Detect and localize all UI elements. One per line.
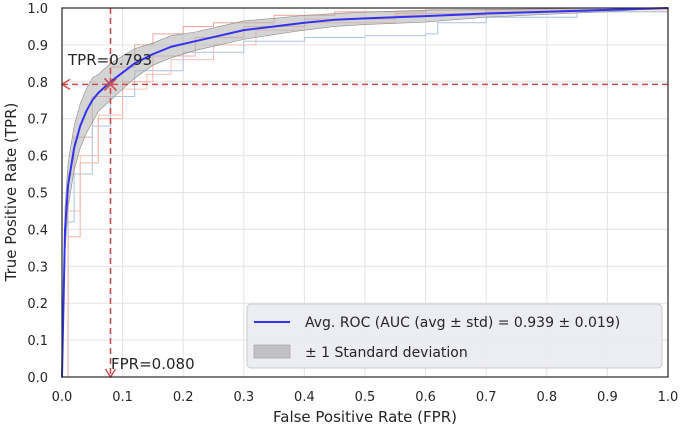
y-tick-label: 0.4 [27, 223, 48, 238]
tpr-annotation: TPR=0.793 [67, 51, 152, 69]
plot-frame [61, 7, 669, 378]
y-tick-label: 0.9 [27, 39, 48, 54]
mean-roc-point [218, 34, 221, 37]
mean-roc-point [194, 40, 197, 43]
mean-roc-point [606, 9, 609, 11]
mean-roc-point [333, 19, 336, 21]
mean-roc-point [85, 110, 88, 113]
mean-roc-point [121, 71, 124, 74]
mean-roc-point [243, 29, 245, 31]
mean-roc-point [485, 12, 488, 15]
x-tick-label: 0.4 [294, 390, 315, 405]
mean-roc-point [424, 15, 427, 17]
fold-roc-curve [62, 8, 669, 378]
x-tick-label: 1.0 [658, 390, 679, 405]
y-axis-label: True Positive Rate (TPR) [2, 103, 20, 283]
y-tick-label: 0.1 [27, 334, 48, 349]
x-tick-label: 0.1 [112, 390, 133, 405]
legend-box [246, 303, 663, 369]
y-tick-label: 0.2 [27, 297, 48, 312]
x-tick-label: 0.6 [415, 390, 436, 405]
mean-roc-point [97, 92, 100, 94]
mean-roc-point [133, 62, 136, 65]
x-tick-label: 0.7 [476, 390, 497, 405]
x-tick-label: 0.8 [536, 390, 557, 405]
y-tick-label: 0.8 [27, 76, 48, 91]
mean-roc-point [64, 228, 66, 231]
legend: Avg. ROC (AUC (avg ± std) = 0.939 ± 0.01… [246, 303, 663, 369]
mean-roc-point [364, 17, 366, 20]
mean-roc-point [73, 147, 75, 150]
fpr-annotation: FPR=0.080 [111, 355, 195, 373]
x-tick-labels: 0.0 0.1 0.2 0.3 0.4 0.5 0.6 0.7 0.8 0.9 1.0 [52, 390, 679, 405]
y-tick-labels: 0.0 0.1 0.2 0.3 0.4 0.5 0.6 0.7 0.8 0.9 1.0 [27, 2, 48, 386]
x-tick-label: 0.3 [233, 390, 254, 405]
mean-roc-point [303, 21, 306, 24]
y-tick-label: 0.5 [27, 187, 48, 202]
mean-roc-point [79, 125, 81, 127]
mean-roc-point [273, 25, 275, 28]
y-tick-label: 0.7 [27, 113, 48, 128]
mean-roc-point [152, 53, 154, 55]
x-tick-label: 0.2 [173, 390, 194, 405]
x-tick-label: 0.5 [355, 390, 376, 405]
legend-mean-label: Avg. ROC (AUC (avg ± std) = 0.939 ± 0.01… [305, 315, 620, 331]
mean-roc-point [170, 45, 172, 48]
x-tick-label: 0.9 [597, 390, 618, 405]
y-tick-label: 0.0 [27, 371, 48, 386]
x-axis-label: False Positive Rate (FPR) [273, 408, 457, 426]
y-tick-label: 0.3 [27, 260, 48, 275]
x-tick-label: 0.0 [52, 390, 73, 405]
legend-std-label: ± 1 Standard deviation [305, 345, 468, 361]
mean-roc-point [67, 184, 69, 186]
y-tick-label: 1.0 [27, 2, 48, 17]
operating-point-marker [103, 77, 118, 91]
legend-std-swatch [253, 344, 291, 359]
y-tick-label: 0.6 [27, 150, 48, 165]
mean-roc-point [91, 99, 94, 102]
mean-roc-point [546, 10, 548, 13]
